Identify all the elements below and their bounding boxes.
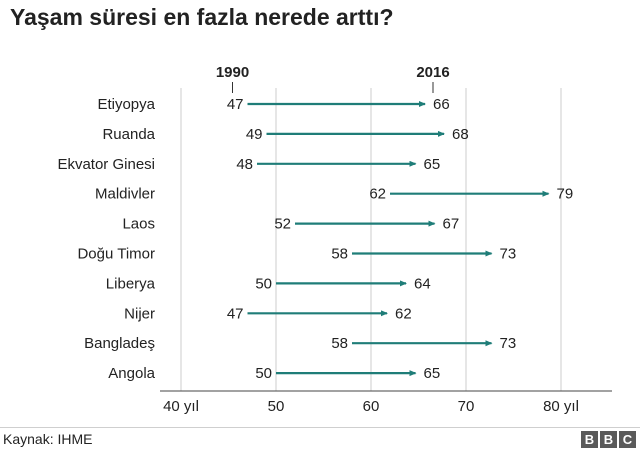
end-value-label: 66 — [433, 96, 450, 113]
end-value-label: 68 — [452, 126, 469, 143]
x-tick-label: 80 yıl — [543, 398, 579, 415]
end-value-label: 65 — [424, 365, 441, 382]
start-value-label: 58 — [331, 335, 348, 352]
end-value-label: 64 — [414, 275, 431, 292]
x-tick-label: 60 — [363, 398, 380, 415]
footer-divider — [0, 427, 640, 428]
x-tick-label: 50 — [268, 398, 285, 415]
end-value-label: 67 — [443, 216, 460, 233]
category-label: Ekvator Ginesi — [57, 156, 155, 173]
start-year-label: 1990 — [216, 64, 249, 81]
bbc-logo-letter: B — [600, 431, 617, 448]
category-label: Laos — [122, 216, 155, 233]
category-label: Bangladeş — [84, 335, 155, 352]
category-label: Maldivler — [95, 186, 155, 203]
start-value-label: 47 — [227, 96, 244, 113]
x-tick-label: 70 — [458, 398, 475, 415]
start-value-label: 50 — [255, 365, 272, 382]
start-value-label: 48 — [236, 156, 253, 173]
end-value-label: 62 — [395, 305, 412, 322]
end-value-label: 73 — [500, 335, 517, 352]
bbc-logo: B B C — [581, 431, 636, 448]
start-value-label: 58 — [331, 246, 348, 263]
life-expectancy-chart: 40 yıl 50 60 70 80 yıl 1990 2016 Etiyopya 47 66 Ru… — [57, 64, 612, 415]
chart-title: Yaşam süresi en fazla nerede arttı? — [10, 4, 394, 30]
category-label: Ruanda — [102, 126, 155, 143]
source-note: Kaynak: IHME — [3, 431, 93, 447]
category-label: Liberya — [106, 275, 156, 292]
end-value-label: 79 — [557, 186, 574, 203]
x-tick-label: 40 yıl — [163, 398, 199, 415]
start-value-label: 49 — [246, 126, 263, 143]
start-value-label: 47 — [227, 305, 244, 322]
bbc-logo-letter: B — [581, 431, 598, 448]
start-value-label: 52 — [274, 216, 291, 233]
category-label: Nijer — [124, 305, 155, 322]
end-value-label: 73 — [500, 246, 517, 263]
category-label: Etiyopya — [97, 96, 155, 113]
end-value-label: 65 — [424, 156, 441, 173]
end-year-label: 2016 — [416, 64, 449, 81]
bbc-logo-letter: C — [619, 431, 636, 448]
start-value-label: 50 — [255, 275, 272, 292]
category-label: Angola — [108, 365, 155, 382]
start-value-label: 62 — [369, 186, 386, 203]
category-label: Doğu Timor — [77, 246, 155, 263]
